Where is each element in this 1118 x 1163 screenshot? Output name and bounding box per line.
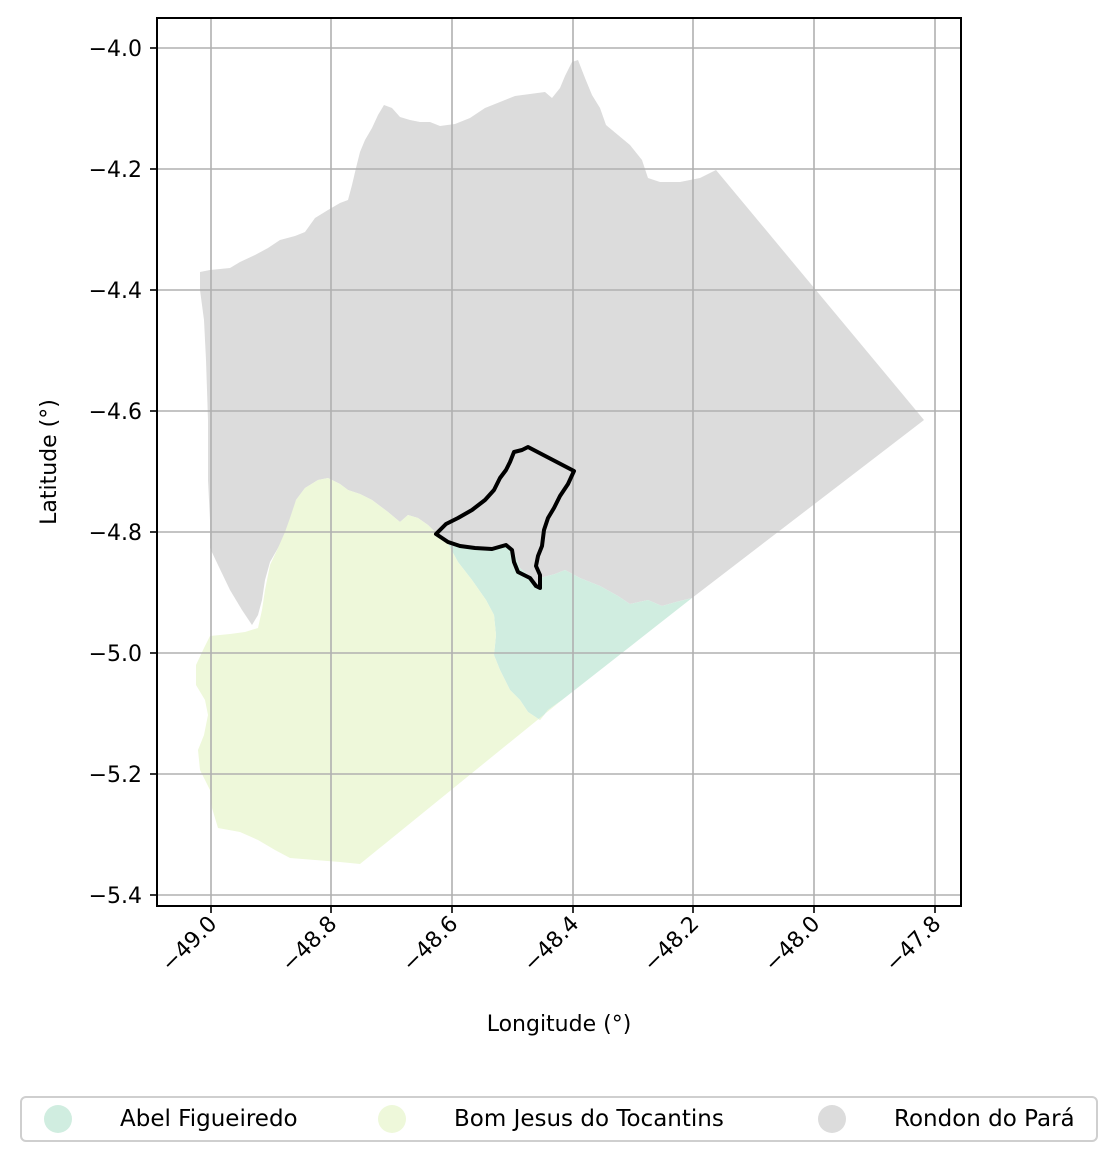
x-tick-label: −48.0 xyxy=(760,912,825,977)
plot-frame xyxy=(156,17,962,907)
y-tick-label: −4.6 xyxy=(89,400,142,425)
legend-marker-circle-icon xyxy=(44,1105,72,1133)
y-tick-label: −4.8 xyxy=(89,521,142,546)
x-tick-label: −49.0 xyxy=(157,912,222,977)
region-rondon-do-para xyxy=(200,60,924,625)
legend-label: Bom Jesus do Tocantins xyxy=(454,1106,724,1132)
x-tick-labels: −49.0 −48.8 −48.6 −48.4 −48.2 −48.0 −47.… xyxy=(157,912,946,977)
legend-item-bom-jesus-do-tocantins: Bom Jesus do Tocantins xyxy=(378,1098,724,1140)
y-tick-label: −5.4 xyxy=(89,884,142,909)
legend-label: Abel Figueiredo xyxy=(120,1106,298,1132)
x-tick-label: −47.8 xyxy=(881,912,946,977)
region-abel-figueiredo xyxy=(446,540,692,720)
grid-lines xyxy=(157,18,961,906)
legend: Abel Figueiredo Bom Jesus do Tocantins R… xyxy=(20,1096,1098,1142)
tick-marks xyxy=(150,47,936,913)
legend-item-abel-figueiredo: Abel Figueiredo xyxy=(44,1098,298,1140)
y-tick-label: −5.0 xyxy=(89,642,142,667)
legend-item-rondon-do-para: Rondon do Pará xyxy=(818,1098,1075,1140)
legend-label: Rondon do Pará xyxy=(894,1106,1075,1132)
y-tick-label: −4.4 xyxy=(89,279,142,304)
x-tick-label: −48.2 xyxy=(639,912,704,977)
x-axis-label: Longitude (°) xyxy=(487,1012,632,1037)
y-tick-label: −4.2 xyxy=(89,158,142,183)
x-tick-label: −48.8 xyxy=(277,912,342,977)
x-tick-label: −48.4 xyxy=(519,912,584,977)
map-figure: −4.0 −4.2 −4.4 −4.6 −4.8 −5.0 −5.2 −5.4 … xyxy=(37,17,962,1037)
highlighted-area-outline xyxy=(434,445,576,590)
region-bom-jesus-do-tocantins xyxy=(196,478,562,864)
y-tick-labels: −4.0 −4.2 −4.4 −4.6 −4.8 −5.0 −5.2 −5.4 xyxy=(89,37,142,909)
legend-marker-circle-icon xyxy=(818,1105,846,1133)
y-axis-label: Latitude (°) xyxy=(37,399,62,525)
legend-marker-circle-icon xyxy=(378,1105,406,1133)
x-tick-label: −48.6 xyxy=(398,912,463,977)
y-tick-label: −5.2 xyxy=(89,763,142,788)
y-tick-label: −4.0 xyxy=(89,37,142,62)
